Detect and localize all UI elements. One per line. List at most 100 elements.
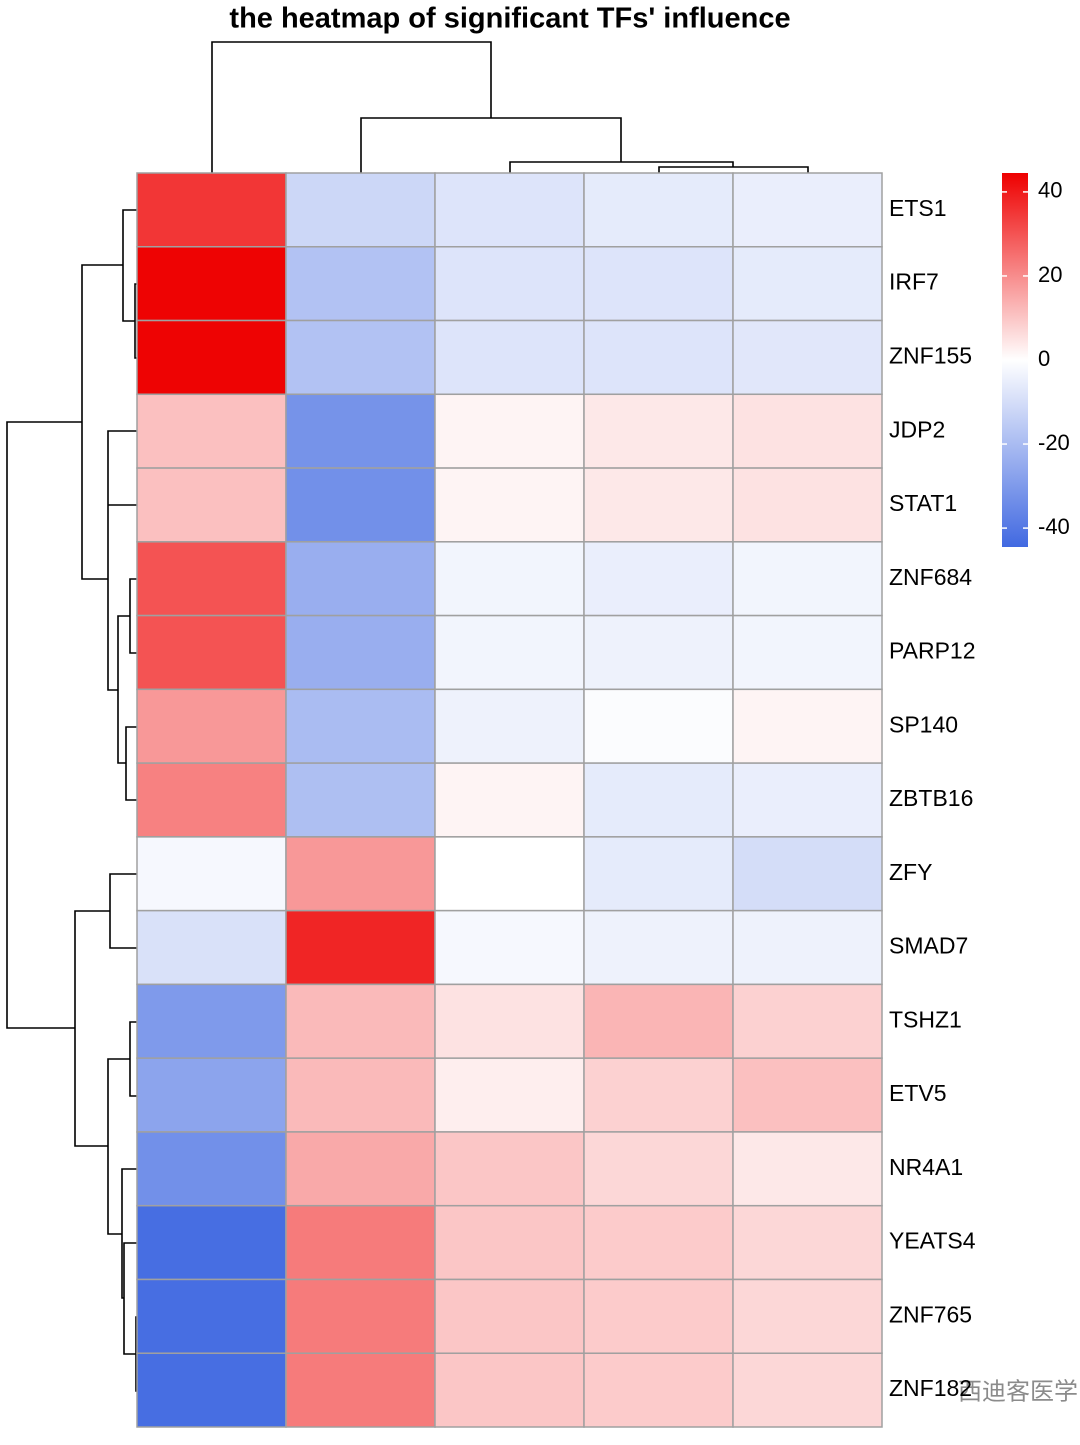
row-label: ZNF684 [889,564,972,590]
heatmap-cell [285,688,436,764]
heatmap-cell [732,172,883,248]
heatmap-cell [732,836,883,912]
row-label: YEATS4 [889,1228,976,1254]
heatmap-cell [732,762,883,838]
heatmap-cell [434,1352,585,1428]
heatmap-cell [732,1352,883,1428]
heatmap-cell [583,246,734,322]
row-label: ZFY [889,859,932,885]
heatmap-cell [136,467,287,543]
row-label: ETV5 [889,1080,947,1106]
heatmap-cell [583,1278,734,1354]
heatmap-cell [136,688,287,764]
heatmap-cell [583,1352,734,1428]
heatmap-cell [434,319,585,396]
heatmap-cell [732,246,883,322]
heatmap-cell [136,1278,287,1354]
color-bar-label: 0 [1038,346,1050,371]
heatmap-cell [434,172,585,248]
row-label: ZNF155 [889,342,972,368]
heatmap-cell [136,246,287,322]
heatmap-cell [732,541,883,617]
row-label: ETS1 [889,195,947,221]
heatmap-cell [732,1131,883,1207]
heatmap-cell [136,1352,287,1428]
heatmap-cell [285,909,436,986]
heatmap-cell [136,1204,287,1281]
color-bar-label: 40 [1038,178,1062,203]
heatmap-cell [434,983,585,1059]
heatmap-cell [285,1057,436,1133]
heatmap-cell [583,172,734,248]
heatmap-cell [732,1057,883,1133]
heatmap-cell [434,688,585,764]
heatmap-cell [136,393,287,469]
heatmap-cell [136,319,287,396]
heatmap-cell [732,1204,883,1281]
color-bar-label: 20 [1038,262,1062,287]
heatmap-cell [285,1278,436,1354]
heatmap-cell [434,1131,585,1207]
heatmap-cell [583,319,734,396]
heatmap-cell [136,1057,287,1133]
color-bar-label: -20 [1038,430,1070,455]
row-label: STAT1 [889,490,957,516]
heatmap-cell [434,836,585,912]
row-dendrogram [6,209,137,1392]
heatmap-cell [434,393,585,469]
heatmap-cell [285,319,436,396]
heatmap-cell [136,836,287,912]
heatmap-cell [285,1352,436,1428]
heatmap-cell [732,614,883,691]
heatmap-cell [583,393,734,469]
heatmap-cell [583,1204,734,1281]
heatmap-cell [285,836,436,912]
heatmap-cell [583,467,734,543]
heatmap-cell [434,541,585,617]
row-label: ZNF182 [889,1375,972,1401]
heatmap-cell [136,909,287,986]
heatmap-cell [285,983,436,1059]
heatmap-cell [583,836,734,912]
heatmap-cell [732,319,883,396]
row-label: TSHZ1 [889,1006,962,1032]
heatmap-cell [285,393,436,469]
heatmap-cell [732,983,883,1059]
heatmap-cell [583,762,734,838]
heatmap-cell [583,541,734,617]
color-bar-label: -40 [1038,514,1070,539]
heatmap-cell [732,467,883,543]
heatmap-cell [285,614,436,691]
row-label: SP140 [889,711,958,737]
heatmap-cell [136,541,287,617]
heatmap-cell [732,909,883,986]
heatmap-cell [285,1204,436,1281]
row-label: IRF7 [889,269,939,295]
heatmap-cell [583,1131,734,1207]
heatmap-cell [434,246,585,322]
heatmap-cell [732,393,883,469]
row-label: JDP2 [889,416,945,442]
heatmap-cell [434,1204,585,1281]
row-label: ZBTB16 [889,785,973,811]
heatmap-cell [583,614,734,691]
heatmap-cell [285,762,436,838]
row-label: PARP12 [889,638,976,664]
heatmap-cell [732,1278,883,1354]
heatmap-cell [136,614,287,691]
heatmap-cell [434,909,585,986]
row-label: ZNF765 [889,1301,972,1327]
heatmap-cell [285,246,436,322]
watermark: 西迪客医学 [958,1378,1078,1405]
heatmap-cell [732,688,883,764]
heatmap-cell [136,983,287,1059]
heatmap-cell [136,1131,287,1207]
heatmap-cell [583,1057,734,1133]
row-label: NR4A1 [889,1154,963,1180]
chart-title: the heatmap of significant TFs' influenc… [229,3,790,35]
heatmap-cell [434,614,585,691]
heatmap-cell [583,983,734,1059]
heatmap-cell [136,172,287,248]
heatmap-cell [285,1131,436,1207]
